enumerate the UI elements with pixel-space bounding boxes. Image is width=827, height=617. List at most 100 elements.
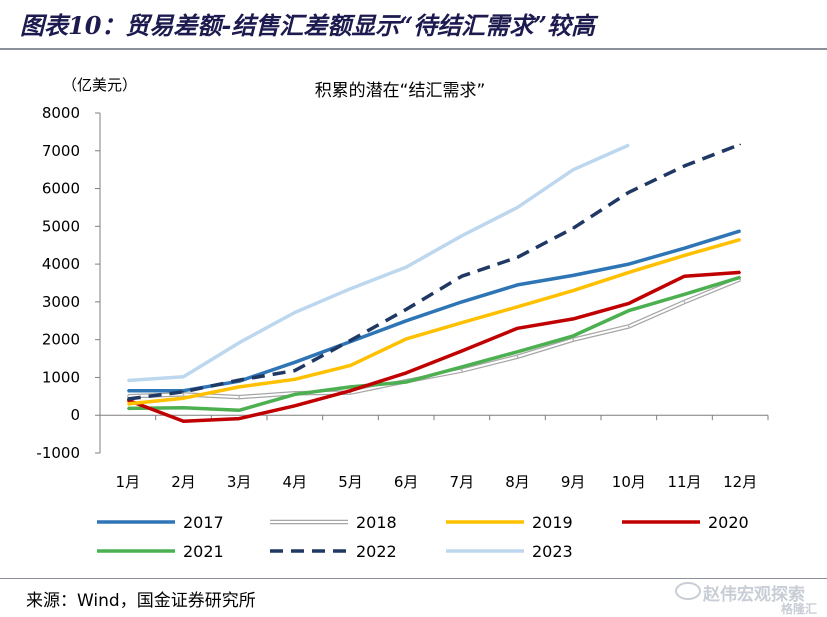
- data-point: [516, 284, 519, 286]
- data-point: [628, 302, 630, 305]
- data-point: [516, 306, 519, 308]
- x-tick-label: 8月: [505, 473, 530, 491]
- wechat-icon: [675, 582, 701, 600]
- header-divider: [0, 48, 827, 50]
- data-point: [182, 391, 185, 393]
- data-point: [238, 417, 240, 420]
- data-point: [572, 168, 574, 171]
- data-point: [461, 275, 463, 278]
- data-point: [683, 275, 686, 278]
- series-2022: [127, 142, 741, 401]
- data-point: [461, 350, 463, 352]
- series-line-core-2018: [127, 278, 741, 399]
- data-point: [238, 341, 240, 344]
- data-point: [349, 339, 352, 342]
- legend-item-2018: 2018: [270, 513, 397, 532]
- data-point: [127, 407, 129, 410]
- line-chart: 积累的潜在“结汇需求” （亿美元） -1000 0 1000 2000 3000 4000…: [36, 76, 769, 561]
- legend-label: 2023: [532, 542, 573, 561]
- data-point: [349, 386, 352, 388]
- data-point: [127, 403, 129, 405]
- data-point: [127, 398, 129, 400]
- data-point: [739, 271, 741, 274]
- legend-label: 2018: [356, 513, 397, 532]
- legend-label: 2019: [532, 513, 573, 532]
- legend-label: 2020: [708, 513, 749, 532]
- figure-title: 图表10：贸易差额-结售汇差额显示“待结汇需求”较高: [20, 11, 595, 40]
- data-point: [405, 266, 408, 268]
- data-point: [572, 318, 574, 320]
- data-point: [349, 287, 352, 290]
- data-point: [516, 256, 519, 259]
- data-point: [182, 397, 185, 400]
- data-point: [238, 386, 240, 388]
- y-axis-unit-label: （亿美元）: [62, 76, 137, 94]
- data-point: [127, 395, 129, 398]
- data-point: [461, 321, 463, 324]
- data-point: [182, 420, 185, 423]
- series-2018: [127, 277, 742, 400]
- y-tick-label: 6000: [42, 180, 80, 198]
- data-point: [182, 406, 185, 409]
- y-tick-label: 5000: [42, 217, 80, 235]
- data-point: [461, 235, 463, 237]
- data-point: [683, 247, 686, 249]
- series-line-2020: [127, 270, 741, 424]
- data-point: [572, 335, 574, 337]
- x-tick-label: 1月: [116, 473, 141, 491]
- series-line-2017: [127, 229, 741, 393]
- data-point: [238, 379, 240, 381]
- chart-legend: 2017 2018 2019 2020 2021 2022 2023: [97, 513, 749, 561]
- y-tick-label: 0: [70, 406, 80, 424]
- legend-item-2021: 2021: [97, 542, 224, 561]
- data-point: [572, 289, 574, 292]
- data-point: [182, 393, 185, 396]
- data-point: [739, 276, 741, 279]
- data-point: [127, 389, 129, 392]
- data-point: [516, 327, 519, 330]
- legend-item-2020: 2020: [622, 513, 749, 532]
- data-point: [461, 369, 463, 372]
- series-2019: [127, 237, 741, 406]
- watermark-text: 赵伟宏观探索: [703, 585, 805, 605]
- data-point: [516, 206, 519, 209]
- data-point: [683, 254, 686, 257]
- data-point: [628, 144, 630, 146]
- x-tick-label: 11月: [667, 473, 701, 491]
- data-point: [628, 309, 630, 312]
- data-point: [294, 311, 296, 314]
- data-point: [628, 271, 630, 274]
- data-point: [739, 143, 741, 146]
- data-point: [294, 378, 296, 381]
- series-2017: [127, 229, 741, 393]
- data-point: [628, 325, 630, 328]
- source-note: 来源：Wind，国金证券研究所: [26, 591, 256, 611]
- x-tick-label: 5月: [338, 473, 363, 491]
- legend-item-2019: 2019: [446, 513, 573, 532]
- y-axis-ticks: -1000 0 1000 2000 3000 4000 5000 6000 7000 8000: [36, 104, 100, 462]
- data-point: [572, 227, 574, 229]
- chart-title: 积累的潜在“结汇需求”: [315, 81, 486, 101]
- data-point: [238, 396, 240, 398]
- footer-divider: [0, 578, 827, 579]
- x-tick-label: 3月: [227, 473, 252, 491]
- data-point: [516, 351, 519, 353]
- x-tick-label: 12月: [723, 473, 757, 491]
- data-point: [405, 372, 408, 374]
- series-line-2018: [127, 277, 742, 400]
- x-tick-label: 9月: [561, 473, 586, 491]
- x-tick-label: 7月: [450, 473, 475, 491]
- data-point: [461, 366, 463, 368]
- data-point: [683, 301, 686, 303]
- series-line-2023: [127, 143, 630, 383]
- series-2023: [127, 143, 630, 383]
- data-point: [294, 393, 296, 396]
- data-point: [127, 379, 129, 382]
- y-tick-label: -1000: [36, 444, 80, 462]
- data-point: [683, 165, 686, 167]
- data-point: [349, 364, 352, 367]
- data-point: [405, 338, 408, 340]
- data-point: [238, 409, 240, 412]
- legend-item-2022: 2022: [270, 542, 397, 561]
- data-point: [739, 238, 741, 241]
